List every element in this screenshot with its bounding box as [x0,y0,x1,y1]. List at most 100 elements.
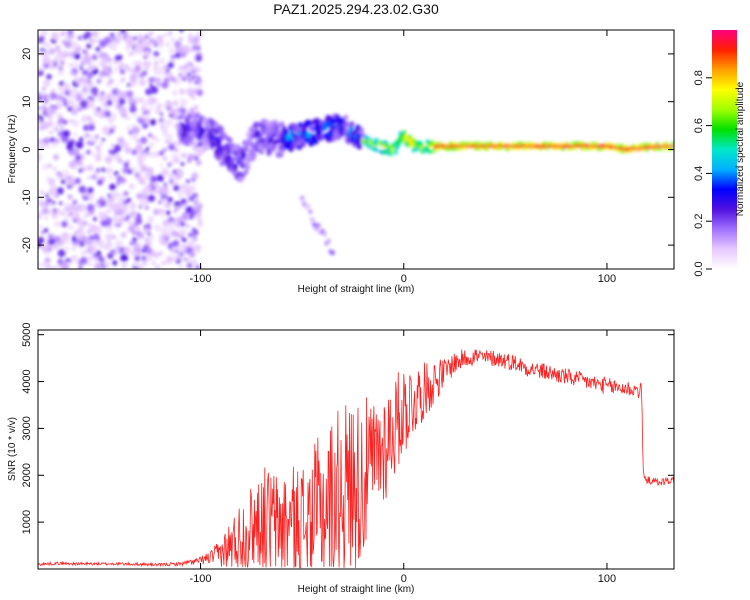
spectrogram-noise-point [58,65,63,71]
spectrogram-noise-point [98,242,105,249]
spectrogram-branch-point [326,238,331,244]
spectrogram-noise-point [144,172,151,179]
spectrogram-noise-point [145,223,152,229]
spectrogram-noise-point [129,241,134,246]
spectrogram-noise-point [161,185,169,193]
spectrogram-noise-point [54,235,61,243]
spectrogram-noise-point [179,264,183,268]
spectrogram-noise-point [193,205,199,210]
spectrogram-noise-point [74,53,81,60]
spectrogram-noise-point [133,113,138,118]
spectrogram-track-point [361,141,366,145]
spectrogram-noise-point [142,99,150,108]
spectrogram-track-point [297,122,303,128]
snr-ytick-label: 5000 [21,322,33,346]
spectrogram-noise-point [183,65,188,69]
spectrogram-noise-point [57,249,66,258]
spectrogram-noise-point [42,86,46,91]
spectrogram-noise-point [140,136,148,144]
spectrogram-noise-point [98,211,105,218]
spectrogram-noise-point [106,198,111,202]
spectrogram-noise-point [128,183,135,190]
spectrogram-xlabel: Height of straight line (km) [298,284,415,295]
spectrogram-noise-point [107,60,112,66]
spectrogram-noise-point [106,81,112,87]
spectrogram-noise-point [112,235,116,239]
spectrogram-noise-point [74,75,78,79]
spectrogram-noise-point [148,77,155,84]
spectrogram-noise-point [61,220,68,228]
spectrogram-noise-point [99,257,105,263]
spectrogram-noise-point [149,119,156,126]
spectrogram-xtick-label: -100 [190,273,212,285]
spectrogram-noise-point [194,264,202,269]
spectrogram-track-point [189,140,195,146]
spectrogram-noise-point [185,258,189,262]
spectrogram-noise-point [46,43,50,48]
spectrogram-noise-point [89,224,98,232]
spectrogram-noise-point [128,97,135,104]
spectrogram-noise-point [43,62,50,69]
spectrogram-branch-point [330,250,335,256]
spectrogram-track-point [203,145,210,151]
spectrogram-noise-point [41,244,50,253]
spectrogram-noise-point [125,115,130,121]
spectrogram-noise-point [96,150,102,156]
spectrogram-noise-point [84,31,92,39]
colorbar-tick-label: 0.8 [693,70,705,85]
spectrogram-noise-point [87,241,93,247]
spectrogram-noise-point [56,208,60,213]
spectrogram-noise-point [157,67,165,75]
spectrogram-noise-point [75,141,84,149]
spectrogram-track-point [241,152,247,158]
spectrogram-noise-point [134,97,141,104]
spectrogram-noise-point [117,193,125,201]
spectrogram-track-point [356,144,362,150]
spectrogram-noise-point [109,42,116,50]
spectrogram-branch-point [299,195,305,201]
spectrogram-noise-point [195,54,203,62]
spectrogram-noise-point [63,202,71,210]
spectrogram-noise-point [106,217,112,224]
spectrogram-track-point [374,148,379,152]
spectrogram-noise-point [68,225,74,230]
spectrogram-noise-point [182,237,187,243]
spectrogram-noise-point [54,33,59,37]
spectrogram-noise-point [113,144,122,153]
spectrogram-noise-point [148,133,153,138]
spectrogram-noise-point [184,223,191,229]
spectrogram-noise-point [38,211,43,220]
spectrogram-noise-point [67,106,73,112]
spectrogram-noise-point [151,134,156,140]
spectrogram-noise-point [131,249,140,258]
spectrogram-noise-point [101,138,106,142]
spectrogram-noise-point [120,232,127,238]
spectrogram-noise-point [149,175,158,183]
spectrogram-noise-point [186,262,193,269]
spectrogram-noise-point [90,64,96,70]
spectrogram-noise-point [115,248,120,253]
spectrogram-noise-point [174,40,181,48]
spectrogram-noise-point [81,250,86,256]
spectrogram-noise-point [71,119,80,128]
spectrogram-noise-point [183,154,187,158]
spectrogram-noise-point [47,163,52,168]
spectrogram-noise-point [86,149,91,155]
spectrogram-noise-point [91,174,96,180]
spectrogram-noise-point [61,134,69,143]
spectrogram-noise-point [140,165,148,172]
spectrogram-track-point [194,127,200,134]
spectrogram-frame [37,29,675,270]
spectrogram-noise-point [99,200,107,207]
colorbar: 0.0 0.2 0.4 0.6 0.8 Normalized spectral ampl… [693,30,746,277]
spectrogram-noise-point [96,51,100,55]
spectrogram-noise-point [171,77,177,83]
spectrogram-noise-point [75,231,83,239]
spectrogram-noise-point [125,45,131,51]
spectrogram-noise-point [130,132,138,141]
spectrogram-noise-point [187,36,195,44]
spectrogram-noise-point [73,132,78,137]
spectrogram-noise-point [181,204,186,209]
spectrogram-noise-point [88,134,97,143]
spectrogram-noise-point [38,95,43,102]
